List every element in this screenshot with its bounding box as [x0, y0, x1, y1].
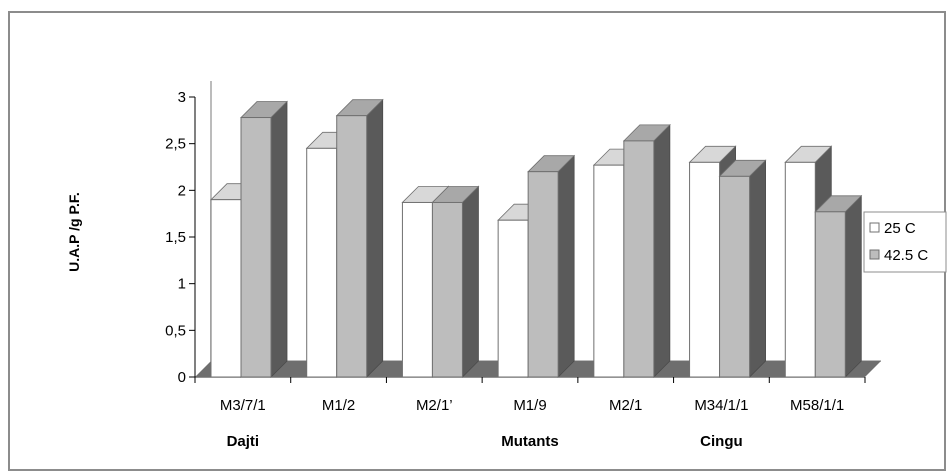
- bar-front: [306, 147, 338, 378]
- x-tick-label: M1/2: [322, 397, 355, 414]
- bar-front: [240, 117, 272, 378]
- bar-front: [336, 115, 368, 378]
- bar-front: [593, 164, 625, 378]
- bar-25c: [784, 145, 833, 378]
- y-tick-label: 2: [178, 182, 186, 199]
- y-axis-label: U.A.P /g P.F.: [66, 192, 82, 272]
- group-label: Dajti: [227, 433, 260, 450]
- bar-front: [497, 219, 529, 378]
- bar-front: [623, 140, 655, 378]
- bar-side: [366, 98, 384, 378]
- y-tick-label: 1: [178, 276, 186, 293]
- x-tick-label: M1/9: [513, 397, 546, 414]
- bar-42c: [335, 98, 384, 378]
- bar-front: [401, 201, 433, 378]
- bar-front: [210, 199, 242, 378]
- bar-side: [462, 185, 479, 378]
- bar-front: [784, 161, 816, 378]
- x-tick-label: M3/7/1: [220, 397, 266, 414]
- bar-side: [749, 159, 766, 378]
- x-tick-label: M2/1’: [416, 397, 453, 414]
- bar-side: [270, 100, 288, 378]
- y-tick-label: 0: [178, 369, 186, 386]
- legend: 25 C 42.5 C: [863, 211, 947, 273]
- bar-front: [689, 161, 721, 378]
- bar-42c: [527, 154, 576, 378]
- bar-42c: [814, 194, 863, 378]
- x-tick-label: M58/1/1: [790, 397, 844, 414]
- bar-front: [719, 175, 751, 378]
- group-label: Mutants: [501, 433, 559, 450]
- y-tick-label: 1,5: [165, 229, 186, 246]
- legend-swatch: [869, 222, 880, 233]
- bar-42c: [431, 185, 480, 378]
- y-tick-label: 2,5: [165, 136, 186, 153]
- bar-side: [557, 154, 575, 378]
- x-tick-label: M2/1: [609, 397, 642, 414]
- group-label: Cingu: [700, 433, 743, 450]
- legend-entry: 42.5 C: [884, 247, 928, 264]
- bar-front: [431, 201, 463, 378]
- y-axis: 0 0,5 1 1,5 2 2,5 3: [165, 89, 196, 386]
- bar-side: [844, 194, 862, 378]
- legend-entry: 25 C: [884, 220, 916, 237]
- x-tick-label: M34/1/1: [694, 397, 748, 414]
- bar-side: [653, 123, 671, 378]
- x-axis: M3/7/1 M1/2 M2/1’ M1/9 M2/1 M34/1/1 M58/1/1 Daj…: [194, 377, 866, 450]
- legend-swatch: [869, 249, 880, 260]
- chart-bars: [210, 98, 863, 378]
- y-tick-label: 0,5: [165, 322, 186, 339]
- bar-42c: [622, 123, 671, 378]
- bar-42c: [718, 159, 767, 378]
- bar-42c: [240, 100, 288, 378]
- bar-front: [527, 171, 559, 378]
- legend-box: [863, 211, 947, 273]
- y-tick-label: 3: [178, 89, 186, 106]
- bar-front: [814, 211, 846, 378]
